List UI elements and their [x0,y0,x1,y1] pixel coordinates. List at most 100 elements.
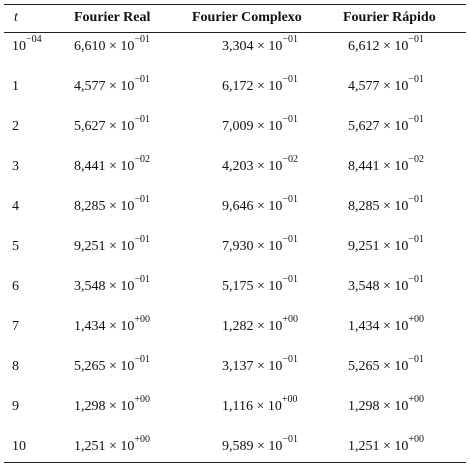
cell-mantissa: 1,298 × 10 [348,399,409,414]
cell-mantissa: 5,265 × 10 [348,359,409,374]
cell-exponent: −02 [408,154,425,166]
table-cell: 5,265 × 10−01 [74,355,150,375]
cell-mantissa: 9,251 × 10 [348,239,409,254]
table-cell: 6,610 × 10−01 [74,35,150,55]
cell-mantissa: 9,646 × 10 [222,199,283,214]
table-cell: 8,441 × 10−02 [74,155,150,175]
cell-mantissa: 1,282 × 10 [222,319,283,334]
cell-exponent: −01 [282,234,299,246]
table-cell: 4,577 × 10−01 [74,75,150,95]
cell-exponent: −01 [282,34,299,46]
cell-exponent: −01 [134,74,151,86]
cell-exponent: −01 [134,114,151,126]
table-cell: 6,172 × 10−01 [222,75,298,95]
cell-exponent: +00 [408,394,425,406]
cell-mantissa: 1,116 × 10 [222,399,282,414]
cell-exponent: +00 [408,434,425,446]
table-cell: 5,265 × 10−01 [348,355,424,375]
header-cell: Fourier Real [74,10,151,25]
cell-mantissa: 1,434 × 10 [74,319,135,334]
cell-mantissa: 4,577 × 10 [348,79,409,94]
cell-mantissa: 3,304 × 10 [222,39,283,54]
cell-exponent: −01 [134,354,151,366]
table-cell: 3,548 × 10−01 [348,275,424,295]
cell-mantissa: 3,137 × 10 [222,359,283,374]
cell-mantissa: 6,172 × 10 [222,79,283,94]
cell-mantissa: 10 [12,39,26,54]
table-cell: 2 [12,119,19,134]
table-cell: 9,589 × 10−01 [222,435,298,455]
cell-exponent: +00 [134,314,151,326]
table-cell: 6 [12,279,19,294]
table-cell: 5,627 × 10−01 [348,115,424,135]
cell-exponent: −01 [408,354,425,366]
cell-mantissa: 9,589 × 10 [222,439,283,454]
table-cell: 8,285 × 10−01 [74,195,150,215]
cell-exponent: +00 [408,314,425,326]
table-cell: 4 [12,199,19,214]
cell-mantissa: 8,441 × 10 [74,159,135,174]
cell-exponent: −01 [282,434,299,446]
cell-exponent: −01 [282,114,299,126]
table-cell: 1,298 × 10+00 [74,395,150,415]
cell-mantissa: 4,203 × 10 [222,159,283,174]
table-cell: 10 [12,439,26,454]
table-cell: 1,282 × 10+00 [222,315,298,335]
table-cell: 3 [12,159,19,174]
table-cell: 3,304 × 10−01 [222,35,298,55]
cell-exponent: −02 [134,154,151,166]
cell-exponent: −01 [408,274,425,286]
cell-mantissa: 6,612 × 10 [348,39,409,54]
cell-mantissa: 7,930 × 10 [222,239,283,254]
cell-exponent: +00 [134,394,151,406]
table-cell: 9,646 × 10−01 [222,195,298,215]
header-rule [4,32,466,33]
table-cell: 1,298 × 10+00 [348,395,424,415]
bottom-rule [4,462,466,464]
cell-exponent: −01 [408,74,425,86]
table-cell: 1 [12,79,19,94]
table-cell: 5 [12,239,19,254]
cell-exponent: −01 [408,234,425,246]
cell-mantissa: 7,009 × 10 [222,119,283,134]
table-cell: 1,434 × 10+00 [348,315,424,335]
table-cell: 6,612 × 10−01 [348,35,424,55]
cell-mantissa: 3,548 × 10 [74,279,135,294]
table-cell: 8 [12,359,19,374]
cell-exponent: −02 [282,154,299,166]
table-cell: 7 [12,319,19,334]
cell-exponent: +00 [282,314,299,326]
cell-mantissa: 1,298 × 10 [74,399,135,414]
table-cell: 1,434 × 10+00 [74,315,150,335]
table-cell: 7,930 × 10−01 [222,235,298,255]
cell-exponent: −01 [282,274,299,286]
table-cell: 5,627 × 10−01 [74,115,150,135]
cell-exponent: +00 [281,394,298,406]
cell-exponent: −01 [282,194,299,206]
cell-mantissa: 8,285 × 10 [74,199,135,214]
cell-exponent: −01 [408,114,425,126]
cell-exponent: −01 [134,274,151,286]
table-cell: 3,548 × 10−01 [74,275,150,295]
cell-exponent: −04 [26,34,42,46]
cell-mantissa: 4,577 × 10 [74,79,135,94]
table-cell: 8,285 × 10−01 [348,195,424,215]
table-cell: 5,175 × 10−01 [222,275,298,295]
cell-mantissa: 8,285 × 10 [348,199,409,214]
cell-mantissa: 3,548 × 10 [348,279,409,294]
header-cell: t [14,10,18,25]
cell-mantissa: 1,434 × 10 [348,319,409,334]
table-cell: 4,577 × 10−01 [348,75,424,95]
cell-mantissa: 5,265 × 10 [74,359,135,374]
table-cell: 10−04 [12,35,42,55]
cell-mantissa: 5,627 × 10 [348,119,409,134]
header-cell: Fourier Complexo [192,10,302,25]
table-cell: 4,203 × 10−02 [222,155,298,175]
table-cell: 1,251 × 10+00 [74,435,150,455]
cell-mantissa: 5,175 × 10 [222,279,283,294]
table-cell: 8,441 × 10−02 [348,155,424,175]
table-cell: 9,251 × 10−01 [348,235,424,255]
table-cell: 7,009 × 10−01 [222,115,298,135]
cell-mantissa: 1,251 × 10 [74,439,135,454]
